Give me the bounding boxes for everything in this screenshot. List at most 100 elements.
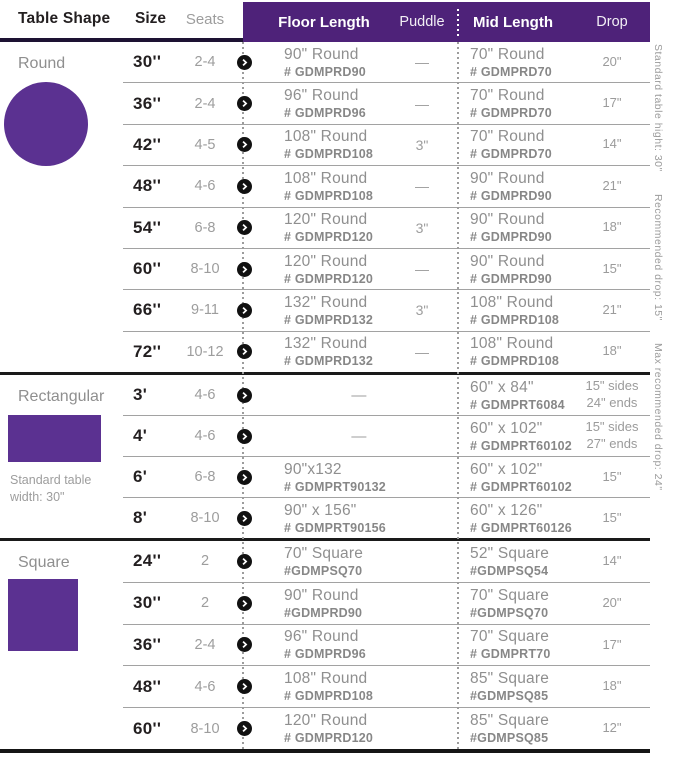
side-note-recommended-drop: Recommended drop: 15" (652, 194, 664, 322)
floor-length-cell: 108" Round # GDMPRD108 (256, 670, 392, 703)
chevron-right-icon (236, 137, 252, 153)
arrow-cell (232, 721, 256, 737)
floor-part-number: # GDMPRD120 (284, 731, 374, 746)
table-row: 72'' 10-12 132" Round # GDMPRD132 — 108" … (123, 330, 650, 372)
floor-length-cell: 96" Round # GDMPRD96 (256, 628, 392, 661)
mid-length-value: 70" Round (470, 45, 545, 63)
floor-length-cell: 120" Round # GDMPRD120 (256, 712, 392, 745)
drop-value: 18" (602, 219, 622, 235)
puddle-value: — (415, 178, 429, 195)
table-row: 4' 4-6 — 60" x 102" # GDMPRT60102 15" sid… (123, 415, 650, 456)
section-label: Square (18, 554, 70, 571)
shape-caption: Standard table width: 30" (10, 473, 92, 504)
mid-part-number: # GDMPRT6084 (470, 397, 565, 412)
floor-length-value: 132" Round (284, 293, 368, 311)
drop-value: 15" (602, 468, 622, 484)
shape-column-square: Square (0, 541, 123, 749)
drop-value: 21" (602, 177, 622, 193)
mid-length-value: 85" Square (470, 712, 550, 730)
mid-length-cell: 90" Round # GDMPRD90 (452, 170, 574, 203)
puddle-value: 3" (415, 219, 429, 236)
drop-value: 18" (602, 678, 622, 694)
seats-value: 4-6 (194, 428, 216, 444)
seats-value: 8-10 (190, 720, 220, 737)
arrow-cell (232, 679, 256, 695)
chevron-right-icon (236, 553, 252, 569)
mid-part-number: # GDMPRT60102 (470, 438, 572, 453)
drop-value: 18" (602, 343, 622, 359)
shape-column-rectangular: Rectangular Standard table width: 30" (0, 375, 123, 538)
mid-length-cell: 70" Round # GDMPRD70 (452, 46, 574, 79)
floor-length-cell: 132" Round # GDMPRD132 (256, 294, 392, 327)
seats-value: 2 (200, 553, 210, 570)
floor-part-number: #GDMPRD90 (284, 605, 363, 620)
section-label: Round (18, 55, 66, 72)
round-shape-icon (4, 82, 88, 166)
floor-length-cell: 120" Round # GDMPRD120 (256, 253, 392, 286)
floor-length-value: 120" Round (284, 252, 368, 270)
size-value: 42'' (133, 134, 162, 154)
table-row: 60'' 8-10 120" Round # GDMPRD120 85" Squa… (123, 707, 650, 749)
floor-length-value: 90" Round (284, 45, 359, 63)
size-value: 36'' (133, 93, 162, 113)
floor-length-value: 120" Round (284, 211, 368, 229)
floor-length-cell: 90"x132 # GDMPRT90132 (256, 461, 392, 494)
arrow-cell (232, 595, 256, 611)
table-row: 24'' 2 70" Square #GDMPSQ70 52" Square #GD… (123, 541, 650, 582)
table-row: 36'' 2-4 96" Round # GDMPRD96 — 70" Round… (123, 82, 650, 123)
col-header-seats: Seats (185, 10, 225, 28)
puddle-value: — (415, 54, 429, 71)
mid-length-cell: 108" Round # GDMPRD108 (452, 294, 574, 327)
floor-length-value: 90" x 156" (284, 501, 357, 519)
mid-part-number: # GDMPRD108 (470, 354, 560, 369)
square-shape-icon (8, 579, 78, 651)
drop-value: 14" (602, 136, 622, 152)
mid-length-cell: 70" Square #GDMPSQ70 (452, 587, 574, 620)
floor-length-value: 96" Round (284, 87, 359, 105)
drop-value: 20" (602, 594, 622, 610)
col-header-floor-length: Floor Length (278, 13, 370, 31)
mid-length-value: 60" x 84" (470, 378, 534, 396)
seats-value: 2-4 (194, 636, 216, 653)
arrow-cell (232, 302, 256, 318)
mid-part-number: #GDMPSQ54 (470, 563, 549, 578)
floor-length-value: 108" Round (284, 169, 368, 187)
size-value: 8' (133, 508, 148, 527)
floor-length-cell: — (256, 387, 392, 404)
mid-length-value: 70" Round (470, 87, 545, 105)
floor-part-number: #GDMPSQ70 (284, 563, 363, 578)
mid-length-value: 108" Round (470, 335, 554, 353)
mid-length-cell: 85" Square #GDMPSQ85 (452, 712, 574, 745)
floor-length-value: 90"x132 (284, 460, 342, 478)
floor-part-number: # GDMPRD108 (284, 689, 374, 704)
table-row: 66'' 9-11 132" Round # GDMPRD132 3" 108" … (123, 289, 650, 330)
size-value: 72'' (133, 341, 162, 361)
mid-length-value: 85" Square (470, 670, 550, 688)
mid-length-cell: 70" Square # GDMPRT70 (452, 628, 574, 661)
chevron-right-icon (236, 220, 252, 236)
section-label: Rectangular (18, 388, 105, 405)
mid-part-number: #GDMPSQ70 (470, 605, 549, 620)
mid-part-number: # GDMPRT70 (470, 647, 551, 662)
drop-value: 17" (602, 95, 622, 111)
floor-length-cell: — (256, 428, 392, 445)
table-row: 36'' 2-4 96" Round # GDMPRD96 70" Square #… (123, 623, 650, 666)
mid-length-cell: 60" x 102" # GDMPRT60102 (452, 461, 574, 494)
seats-value: 2 (200, 595, 210, 612)
floor-length-value: 96" Round (284, 628, 359, 646)
seats-value: 4-6 (194, 178, 216, 195)
puddle-value: 3" (415, 136, 429, 153)
mid-length-cell: 70" Round # GDMPRD70 (452, 128, 574, 161)
puddle-value: — (415, 343, 429, 360)
seats-value: 4-6 (194, 678, 216, 695)
chevron-right-icon (236, 721, 252, 737)
floor-length-cell: 132" Round # GDMPRD132 (256, 335, 392, 368)
drop-value: 14" (602, 552, 622, 568)
mid-length-cell: 60" x 84" # GDMPRT6084 (452, 379, 574, 412)
seats-value: 6-8 (194, 469, 216, 485)
floor-length-cell: 90" x 156" # GDMPRT90156 (256, 502, 392, 535)
floor-part-number: # GDMPRT90132 (284, 479, 386, 494)
chevron-right-icon (236, 387, 252, 403)
side-note-table-height: Standard table hight: 30" (652, 44, 664, 172)
header-dotted-divider (457, 9, 459, 36)
